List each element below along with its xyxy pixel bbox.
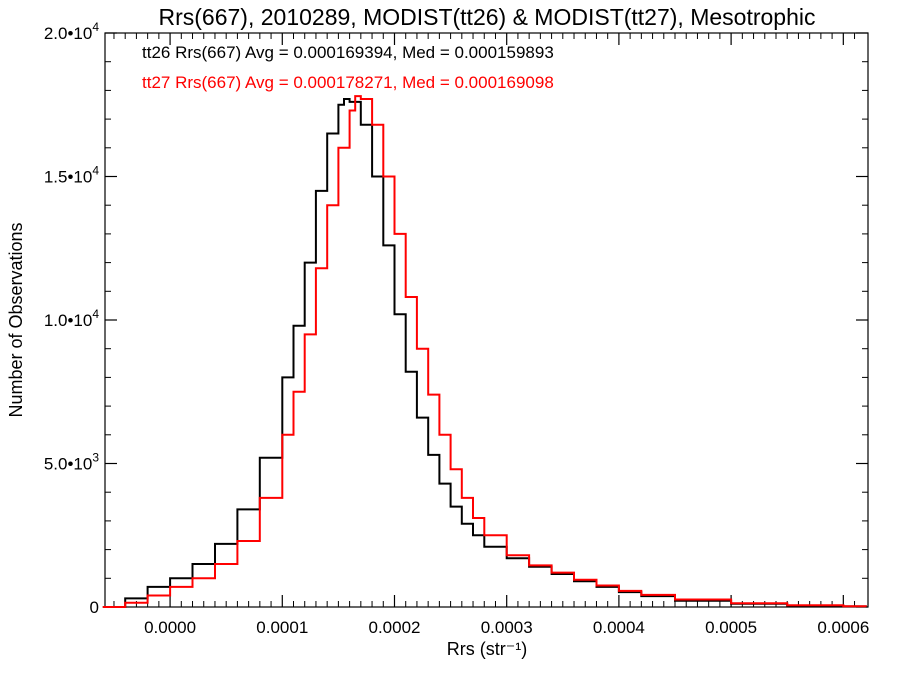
- x-tick-label: 0.0001: [256, 618, 308, 637]
- y-tick-exponent: 3: [92, 451, 99, 465]
- x-tick-label: 0.0003: [481, 618, 533, 637]
- y-tick-label: 1.5•104: [44, 164, 100, 187]
- y-tick-label: 1.0•104: [44, 307, 100, 330]
- y-tick-exponent: 4: [92, 20, 99, 34]
- y-tick-exponent: 4: [92, 164, 99, 178]
- y-tick-mantissa: 1.5•10: [44, 168, 93, 187]
- x-tick-label: 0.0006: [817, 618, 869, 637]
- y-tick-label: 0: [90, 598, 99, 617]
- y-tick-label: 5.0•103: [44, 451, 100, 474]
- y-tick-mantissa: 1.0•10: [44, 311, 93, 330]
- plot-frame: [104, 32, 869, 608]
- x-axis-label: Rrs (str⁻¹): [447, 639, 527, 659]
- y-tick-exponent: 4: [92, 307, 99, 321]
- annotations: tt26 Rrs(667) Avg = 0.000169394, Med = 0…: [142, 43, 554, 92]
- y-tick-label: 2.0•104: [44, 20, 100, 43]
- y-axis-label: Number of Observations: [6, 222, 26, 417]
- x-tick-label: 0.0000: [144, 618, 196, 637]
- annotation-tt27: tt27 Rrs(667) Avg = 0.000178271, Med = 0…: [142, 73, 554, 92]
- x-tick-label: 0.0002: [368, 618, 420, 637]
- axes: 0.0000 0.0001 0.0002 0.0003 0.0004 0.0005 0.00…: [44, 20, 870, 637]
- y-tick-mantissa: 2.0•10: [44, 24, 93, 43]
- x-tick-label: 0.0005: [705, 618, 757, 637]
- series-group: [102, 95, 867, 608]
- x-tick-label: 0.0004: [593, 618, 645, 637]
- y-tick-mantissa: 0: [90, 598, 99, 617]
- y-tick-mantissa: 5.0•10: [44, 455, 93, 474]
- chart-title: Rrs(667), 2010289, MODIST(tt26) & MODIST…: [159, 4, 816, 30]
- annotation-tt26: tt26 Rrs(667) Avg = 0.000169394, Med = 0…: [142, 43, 554, 62]
- series-line-tt27: [102, 95, 867, 608]
